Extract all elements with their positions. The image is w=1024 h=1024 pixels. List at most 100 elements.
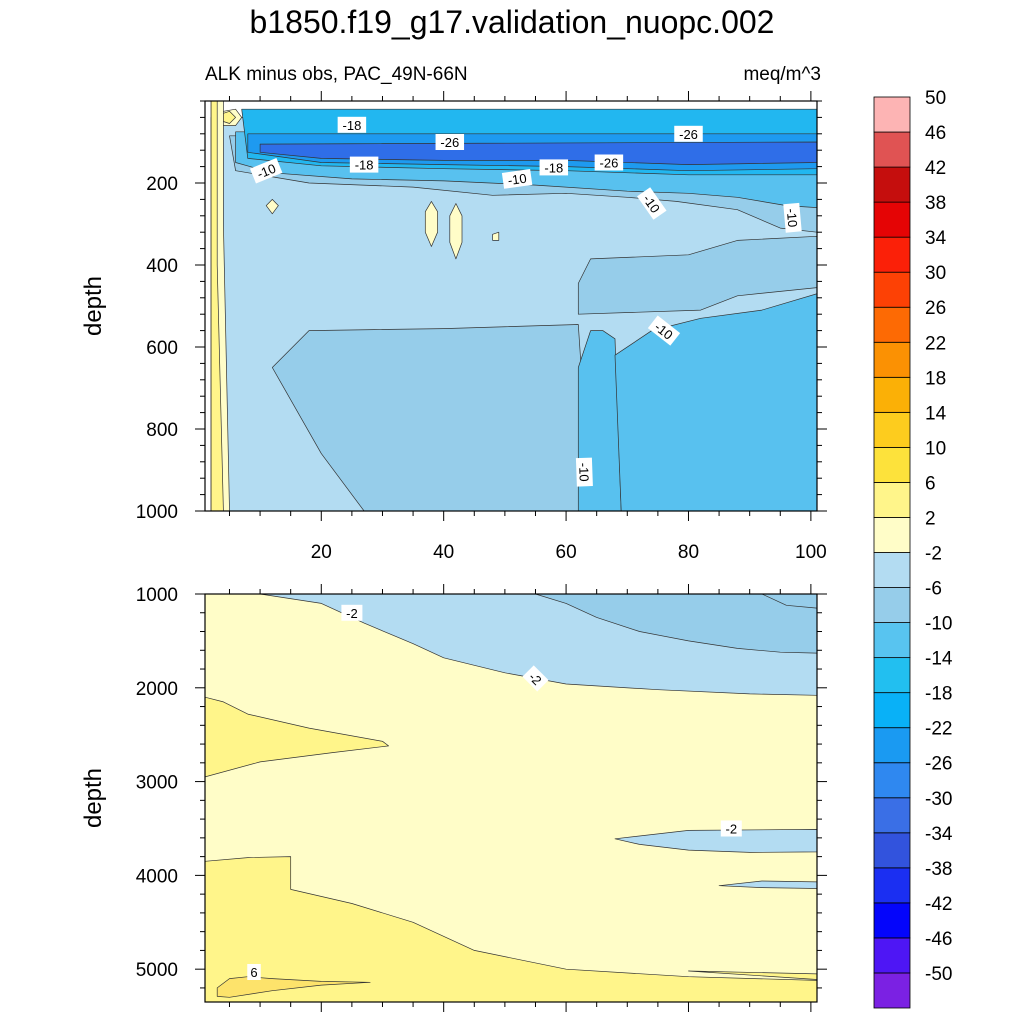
contour-label-text: -18 — [355, 158, 374, 173]
colorbar-label: -38 — [925, 859, 952, 880]
contour-region-0 — [205, 594, 817, 1002]
colorbar-swatch — [873, 131, 911, 168]
contour-label: -18 — [539, 159, 569, 176]
contour-region-7 — [205, 856, 817, 1002]
colorbar-label: -14 — [925, 649, 953, 670]
colorbar-swatch — [873, 797, 911, 834]
colorbar-swatch — [873, 96, 911, 133]
colorbar-label: 6 — [925, 473, 936, 494]
colorbar-swatch — [873, 587, 911, 623]
colorbar-label: 34 — [925, 228, 947, 249]
colorbar-label: -2 — [925, 544, 942, 565]
colorbar-swatch — [873, 727, 911, 764]
colorbar-swatch — [873, 271, 911, 308]
contour-region-9 — [216, 976, 371, 998]
contour-label-text: -10 — [507, 171, 528, 188]
colorbar-swatch — [873, 657, 911, 694]
contour-label: -2 — [720, 820, 742, 837]
colorbar-label: -10 — [925, 614, 952, 635]
contour-region-5 — [614, 293, 817, 511]
y-tick-label: 800 — [146, 420, 178, 441]
contour-label-text: -10 — [255, 161, 278, 182]
y-tick-label: 1000 — [136, 502, 178, 523]
colorbar-swatch — [873, 867, 911, 904]
y-tick-label: 400 — [146, 256, 178, 277]
contour-region-17 — [223, 110, 236, 124]
y-tick-label: 1000 — [136, 585, 178, 606]
contour-region-12 — [265, 199, 279, 215]
colorbar-label: 30 — [925, 263, 946, 284]
contour-label-text: -26 — [679, 127, 698, 142]
contour-region-2 — [577, 235, 817, 315]
colorbar-swatch — [873, 341, 911, 378]
contour-region-3 — [761, 594, 817, 609]
plot-frame — [204, 100, 818, 512]
colorbar-swatch — [873, 446, 911, 483]
plot-frame — [204, 593, 818, 1003]
colorbar-label: 10 — [925, 438, 946, 459]
colorbar-label: 22 — [925, 333, 946, 354]
contour-label-text: -2 — [346, 606, 358, 621]
x-tick-label: 20 — [311, 542, 332, 563]
colorbar-label: 26 — [925, 298, 946, 319]
contour-region-11 — [210, 101, 224, 511]
colorbar-label: 42 — [925, 158, 946, 179]
contour-label: -2 — [341, 604, 363, 621]
y-tick-label: 5000 — [136, 960, 178, 981]
colorbar-swatch — [873, 762, 911, 799]
contour-label: -10 — [249, 157, 283, 184]
colorbar-swatch — [873, 236, 911, 273]
contour-label-text: -2 — [726, 822, 738, 837]
units-label: meq/m^3 — [743, 64, 821, 85]
y-axis-title: depth — [80, 276, 107, 336]
contour-label-text: -18 — [343, 118, 362, 133]
y-tick-label: 600 — [146, 338, 178, 359]
colorbar-label: 38 — [925, 193, 946, 214]
contour-region-13 — [424, 201, 438, 247]
contour-label: -26 — [674, 125, 703, 142]
contour-label-text: -10 — [784, 208, 801, 228]
colorbar-swatch — [873, 376, 911, 413]
colorbar-label: -18 — [925, 684, 952, 705]
contour-label-text: -18 — [544, 160, 563, 175]
contour-region-5 — [718, 880, 817, 889]
y-axis-title: depth — [80, 768, 107, 828]
colorbar-label: -34 — [925, 824, 953, 845]
colorbar-label: 14 — [925, 403, 947, 424]
contour-label: 6 — [247, 964, 261, 980]
colorbar-swatch — [873, 306, 911, 343]
contour-label-text: 6 — [250, 965, 257, 980]
contour-region-4 — [614, 829, 817, 853]
x-tick-label: 40 — [433, 542, 454, 563]
contour-label: -10 — [783, 202, 802, 233]
colorbar-swatch — [873, 832, 911, 869]
colorbar-swatch — [873, 937, 911, 974]
contour-label: -26 — [435, 134, 465, 150]
x-tick-label: 100 — [795, 542, 827, 563]
colorbar-swatch — [873, 411, 911, 448]
y-tick-label: 4000 — [136, 866, 178, 887]
plot-subtitle: ALK minus obs, PAC_49N-66N — [205, 64, 468, 85]
y-tick-label: 200 — [146, 174, 178, 195]
page-title: b1850.f19_g17.validation_nuopc.002 — [249, 4, 775, 40]
colorbar-label: -46 — [925, 929, 952, 950]
contour-label: -26 — [594, 154, 624, 171]
contour-label-text: -26 — [440, 135, 459, 150]
contour-region-2 — [535, 594, 817, 654]
contour-label: -10 — [575, 457, 593, 487]
contour-region-15 — [492, 231, 500, 241]
y-tick-label: 2000 — [136, 679, 178, 700]
colorbar-label: 50 — [925, 88, 946, 109]
colorbar-label: 46 — [925, 123, 946, 144]
colorbar-legend: -50-46-42-38-34-30-26-22-18-14-10-6-2261… — [873, 88, 953, 1009]
x-tick-label: 60 — [556, 542, 577, 563]
colorbar-swatch — [873, 552, 911, 588]
colorbar-swatch — [873, 482, 911, 518]
colorbar-swatch — [873, 972, 911, 1009]
colorbar-swatch — [873, 622, 911, 659]
contour-label-text: -10 — [576, 462, 592, 481]
x-tick-label: 80 — [678, 542, 699, 563]
colorbar-label: -6 — [925, 579, 942, 600]
